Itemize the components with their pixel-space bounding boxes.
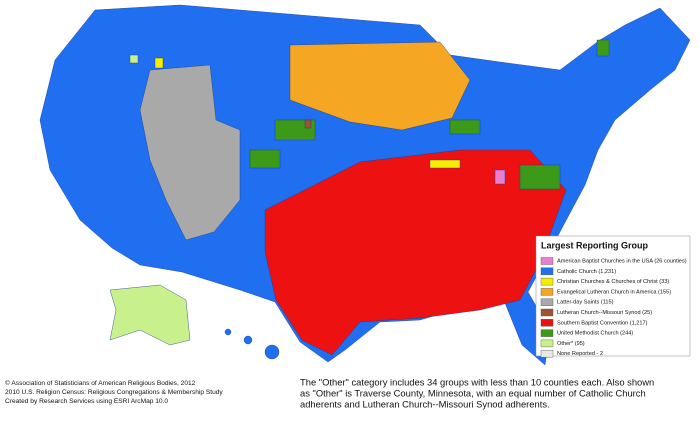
legend-label: Christian Churches & Churches of Christ … [557, 279, 669, 285]
credits: © Association of Statisticians of Americ… [5, 379, 223, 405]
legend-swatch [540, 350, 554, 358]
lcms-area [304, 119, 312, 129]
credit-line: © Association of Statisticians of Americ… [5, 379, 196, 387]
note-line: adherents and Lutheran Church--Missouri … [300, 398, 550, 409]
legend-items: American Baptist Churches in the USA (26… [540, 257, 687, 358]
legend-label: American Baptist Churches in the USA (26… [557, 258, 687, 264]
umc-area [519, 164, 561, 190]
ccc-area [429, 159, 461, 169]
abc-area [494, 169, 506, 185]
legend-title: Largest Reporting Group [541, 240, 649, 250]
umc-area [449, 119, 481, 135]
legend-swatch [540, 277, 554, 286]
legend-box [535, 235, 691, 357]
legend-swatch [540, 339, 554, 348]
legend-label: United Methodist Church (244) [557, 331, 633, 337]
legend-swatch [540, 319, 554, 327]
legend-label: None Reported - 2 [557, 351, 603, 357]
ccc-area [154, 57, 164, 69]
legend-label: Evangelical Lutheran Church in America (… [557, 289, 671, 295]
legend-label: Latter-day Saints (115) [557, 300, 614, 306]
credit-line: Created by Research Services using ESRI … [5, 398, 168, 405]
hawaii [224, 328, 232, 336]
note-line: The "Other" category includes 34 groups … [300, 376, 654, 387]
note: The "Other" category includes 34 groups … [300, 376, 654, 409]
elca-region [289, 41, 471, 131]
alaska [109, 284, 191, 346]
legend-label: Lutheran Church--Missouri Synod (25) [557, 310, 652, 316]
hawaii [243, 335, 253, 345]
legend-swatch [540, 298, 554, 306]
legend-swatch [540, 257, 554, 265]
hawaii [264, 344, 280, 360]
note-line: as "Other" is Traverse County, Minnesota… [300, 387, 646, 398]
umc-area [596, 39, 610, 57]
legend-swatch [540, 288, 554, 296]
legend-swatch [540, 308, 554, 317]
legend-label: Other* (95) [557, 341, 585, 347]
us-map [39, 4, 691, 366]
lds-region [139, 64, 241, 241]
legend-label: Southern Baptist Convention (1,217) [557, 320, 648, 326]
legend-label: Catholic Church (1,231) [557, 269, 616, 275]
credit-line: 2010 U.S. Religion Census: Religious Con… [5, 389, 223, 396]
legend-swatch [540, 329, 554, 337]
sbc-region [264, 149, 567, 356]
legend-swatch [540, 267, 554, 275]
other-area [129, 54, 139, 64]
umc-area [249, 149, 281, 169]
